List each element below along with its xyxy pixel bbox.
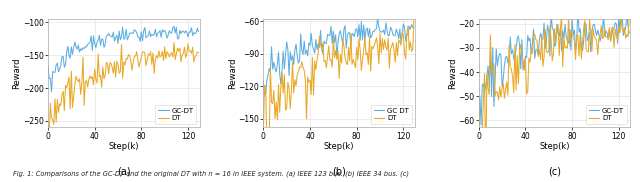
DT [263,143,271,145]
Y-axis label: Reward: Reward [13,58,22,89]
DT [557,14,565,17]
Legend: GC DT, DT: GC DT, DT [371,105,412,124]
DT [325,45,333,47]
Text: (c): (c) [548,166,561,176]
GC DT [374,16,381,18]
GC-DT [163,37,171,39]
Y-axis label: Reward: Reward [448,58,457,89]
DT [124,58,131,60]
GC DT [410,27,418,29]
GC DT [260,94,268,96]
GC DT [260,80,268,82]
DT [482,172,490,174]
Legend: GC-DT, DT: GC-DT, DT [156,105,196,124]
DT [577,34,584,36]
GC DT [360,24,367,26]
GC-DT [170,25,178,27]
GC DT [380,29,387,31]
DT [44,121,52,123]
DT [378,37,386,40]
Line: DT: DT [479,15,629,173]
GC-DT [625,32,633,34]
X-axis label: Step(k): Step(k) [324,142,355,151]
X-axis label: Step(k): Step(k) [540,142,570,151]
GC-DT [47,91,55,93]
DT [372,41,380,43]
DT [145,53,152,55]
Line: DT: DT [264,21,414,144]
DT [301,79,309,82]
DT [475,85,483,88]
DT [625,15,633,17]
GC-DT [539,38,547,40]
DT [163,51,171,53]
Y-axis label: Reward: Reward [228,58,237,89]
DT [540,56,548,58]
DT [195,52,202,54]
DT [45,137,53,139]
GC-DT [574,3,582,5]
X-axis label: Step(k): Step(k) [109,142,139,151]
DT [156,56,164,58]
GC DT [301,53,309,55]
Line: DT: DT [48,43,198,138]
GC-DT [86,41,94,43]
GC-DT [553,23,561,25]
GC-DT [44,64,52,67]
Legend: GC-DT, DT: GC-DT, DT [586,105,627,124]
DT [588,50,596,52]
GC-DT [145,34,152,37]
Text: (a): (a) [117,166,131,176]
GC-DT [156,29,164,32]
DT [109,72,117,74]
Line: GC DT: GC DT [264,17,414,95]
DT [517,43,525,46]
DT [595,38,603,40]
GC-DT [195,30,202,33]
GC DT [372,29,380,31]
Line: GC-DT: GC-DT [48,26,198,92]
GC-DT [124,39,131,41]
DT [360,50,367,52]
GC DT [339,43,346,45]
DT [86,75,94,77]
Line: GC-DT: GC-DT [479,0,629,126]
DT [339,39,346,41]
Text: Fig. 1: Comparisons of the GC-DT and the original DT with n = 16 in IEEE system.: Fig. 1: Comparisons of the GC-DT and the… [13,171,409,177]
GC-DT [516,44,524,46]
DT [410,20,418,22]
GC DT [325,34,333,36]
DT [170,41,178,44]
GC-DT [109,31,117,33]
GC-DT [593,35,600,37]
DT [554,23,562,25]
DT [260,130,268,133]
GC-DT [475,125,483,127]
Text: (b): (b) [332,166,346,176]
GC-DT [586,31,593,33]
